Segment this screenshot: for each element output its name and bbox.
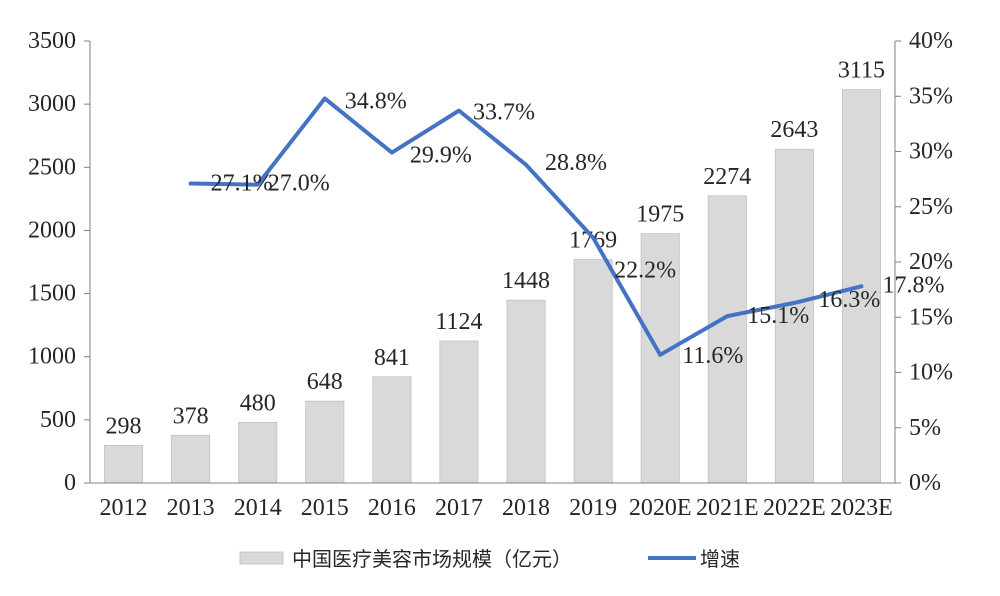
svg-text:2023E: 2023E	[830, 495, 893, 521]
svg-text:2000: 2000	[28, 217, 76, 243]
svg-text:298: 298	[106, 413, 142, 439]
svg-text:648: 648	[307, 369, 343, 395]
svg-text:11.6%: 11.6%	[682, 343, 743, 369]
svg-text:2018: 2018	[502, 495, 550, 521]
svg-text:35%: 35%	[909, 83, 953, 109]
svg-text:3500: 3500	[28, 28, 76, 54]
svg-text:2015: 2015	[301, 495, 349, 521]
svg-text:2274: 2274	[703, 164, 751, 190]
svg-text:3000: 3000	[28, 91, 76, 117]
svg-text:17.8%: 17.8%	[882, 272, 944, 298]
svg-text:0%: 0%	[909, 470, 941, 496]
svg-text:841: 841	[374, 345, 410, 371]
svg-text:33.7%: 33.7%	[473, 100, 535, 126]
svg-text:2012: 2012	[100, 495, 148, 521]
svg-text:3115: 3115	[838, 58, 885, 84]
svg-text:22.2%: 22.2%	[614, 258, 676, 284]
svg-text:2643: 2643	[770, 117, 818, 143]
svg-text:2016: 2016	[368, 495, 416, 521]
svg-text:2021E: 2021E	[696, 495, 759, 521]
svg-text:34.8%: 34.8%	[345, 88, 407, 114]
svg-text:1500: 1500	[28, 281, 76, 307]
svg-text:378: 378	[173, 403, 209, 429]
svg-text:15%: 15%	[909, 304, 953, 330]
svg-text:1124: 1124	[435, 309, 482, 335]
svg-text:中国医疗美容市场规模（亿元）: 中国医疗美容市场规模（亿元）	[292, 548, 572, 571]
svg-text:10%: 10%	[909, 360, 953, 386]
svg-text:2013: 2013	[167, 495, 215, 521]
svg-text:16.3%: 16.3%	[818, 287, 880, 313]
svg-text:20%: 20%	[909, 249, 953, 275]
svg-text:25%: 25%	[909, 194, 953, 220]
svg-text:2020E: 2020E	[629, 495, 692, 521]
svg-text:2500: 2500	[28, 154, 76, 180]
svg-text:2017: 2017	[435, 495, 483, 521]
svg-text:5%: 5%	[909, 415, 941, 441]
svg-text:500: 500	[40, 407, 76, 433]
svg-text:2019: 2019	[569, 495, 617, 521]
svg-text:1000: 1000	[28, 344, 76, 370]
svg-text:0: 0	[64, 470, 76, 496]
svg-text:29.9%: 29.9%	[410, 143, 472, 169]
svg-text:40%: 40%	[909, 28, 953, 54]
svg-text:27.1%: 27.1%	[211, 171, 273, 197]
svg-text:27.0%: 27.0%	[268, 171, 330, 197]
svg-text:15.1%: 15.1%	[747, 303, 809, 329]
svg-text:增速: 增速	[700, 548, 740, 571]
svg-text:2014: 2014	[234, 495, 282, 521]
svg-text:28.8%: 28.8%	[545, 150, 607, 176]
svg-text:1975: 1975	[636, 202, 684, 228]
svg-text:2022E: 2022E	[763, 495, 826, 521]
svg-text:480: 480	[240, 390, 276, 416]
svg-text:30%: 30%	[909, 139, 953, 165]
svg-text:1448: 1448	[502, 268, 550, 294]
